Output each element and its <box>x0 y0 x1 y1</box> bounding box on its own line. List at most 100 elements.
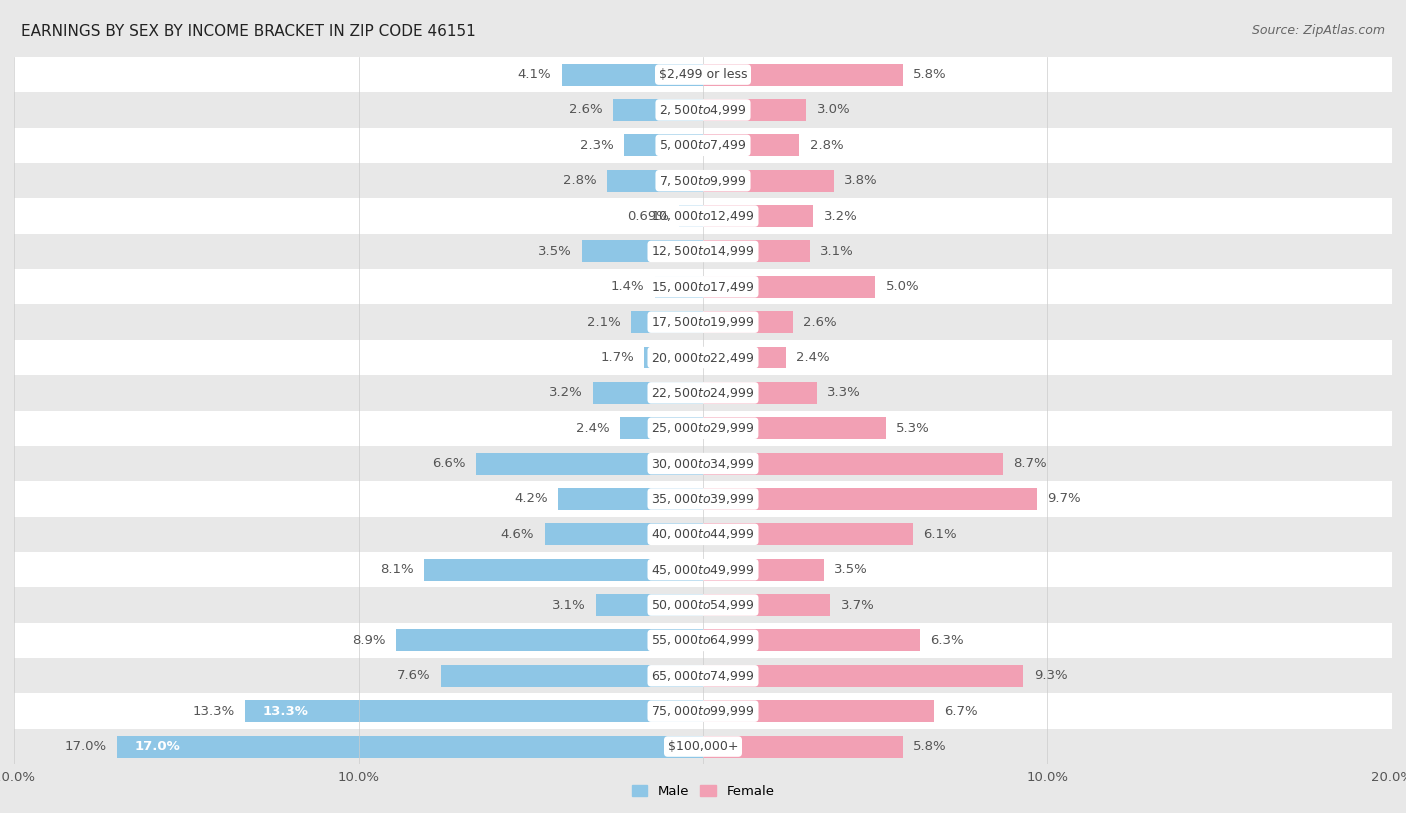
Bar <box>624 134 703 156</box>
Bar <box>0 517 1406 552</box>
Text: 13.3%: 13.3% <box>193 705 235 718</box>
Bar <box>613 99 703 121</box>
Bar <box>703 276 875 298</box>
Bar <box>703 453 1002 475</box>
Bar <box>703 559 824 580</box>
Text: 7.6%: 7.6% <box>398 669 430 682</box>
Bar <box>0 446 1406 481</box>
Text: Source: ZipAtlas.com: Source: ZipAtlas.com <box>1251 24 1385 37</box>
Bar <box>703 736 903 758</box>
Bar <box>593 382 703 404</box>
Text: 4.1%: 4.1% <box>517 68 551 81</box>
Bar <box>703 205 813 227</box>
Text: $30,000 to $34,999: $30,000 to $34,999 <box>651 457 755 471</box>
Bar <box>117 736 703 758</box>
Bar <box>606 170 703 192</box>
Bar <box>562 63 703 85</box>
Bar <box>0 163 1406 198</box>
Text: $17,500 to $19,999: $17,500 to $19,999 <box>651 315 755 329</box>
Text: $50,000 to $54,999: $50,000 to $54,999 <box>651 598 755 612</box>
Bar <box>0 57 1406 92</box>
Text: $2,499 or less: $2,499 or less <box>659 68 747 81</box>
Text: 3.8%: 3.8% <box>844 174 877 187</box>
Text: 17.0%: 17.0% <box>65 740 107 753</box>
Bar <box>0 659 1406 693</box>
Text: 6.3%: 6.3% <box>931 634 965 647</box>
Text: 3.7%: 3.7% <box>841 598 875 611</box>
Bar <box>703 382 817 404</box>
Text: 3.1%: 3.1% <box>820 245 853 258</box>
Text: $7,500 to $9,999: $7,500 to $9,999 <box>659 174 747 188</box>
Text: 0.69%: 0.69% <box>627 210 669 223</box>
Bar <box>703 99 807 121</box>
Text: 13.3%: 13.3% <box>262 705 308 718</box>
Text: 3.2%: 3.2% <box>824 210 858 223</box>
Text: 9.7%: 9.7% <box>1047 493 1081 506</box>
Text: 2.4%: 2.4% <box>576 422 610 435</box>
Text: 3.5%: 3.5% <box>834 563 868 576</box>
Text: $2,500 to $4,999: $2,500 to $4,999 <box>659 103 747 117</box>
Text: 3.0%: 3.0% <box>817 103 851 116</box>
Bar <box>644 346 703 368</box>
Bar <box>396 629 703 651</box>
Bar <box>703 241 810 263</box>
Bar <box>0 693 1406 729</box>
Bar <box>703 524 912 546</box>
Bar <box>655 276 703 298</box>
Bar <box>544 524 703 546</box>
Bar <box>582 241 703 263</box>
Text: $55,000 to $64,999: $55,000 to $64,999 <box>651 633 755 647</box>
Bar <box>0 481 1406 517</box>
Bar <box>631 311 703 333</box>
Bar <box>0 198 1406 233</box>
Bar <box>0 269 1406 304</box>
Bar <box>703 629 920 651</box>
Text: 1.7%: 1.7% <box>600 351 634 364</box>
Text: 2.6%: 2.6% <box>803 315 837 328</box>
Text: EARNINGS BY SEX BY INCOME BRACKET IN ZIP CODE 46151: EARNINGS BY SEX BY INCOME BRACKET IN ZIP… <box>21 24 475 39</box>
Bar <box>679 205 703 227</box>
Bar <box>558 488 703 510</box>
Text: $75,000 to $99,999: $75,000 to $99,999 <box>651 704 755 718</box>
Text: 8.7%: 8.7% <box>1012 457 1046 470</box>
Text: $15,000 to $17,499: $15,000 to $17,499 <box>651 280 755 293</box>
Bar <box>703 665 1024 687</box>
Bar <box>703 417 886 439</box>
Text: 4.6%: 4.6% <box>501 528 534 541</box>
Bar <box>441 665 703 687</box>
Text: 8.9%: 8.9% <box>353 634 387 647</box>
Text: 2.6%: 2.6% <box>569 103 603 116</box>
Text: 8.1%: 8.1% <box>380 563 413 576</box>
Bar <box>0 128 1406 163</box>
Text: 5.8%: 5.8% <box>912 68 946 81</box>
Text: 1.4%: 1.4% <box>610 280 644 293</box>
Bar <box>0 411 1406 446</box>
Text: $35,000 to $39,999: $35,000 to $39,999 <box>651 492 755 506</box>
Text: 3.2%: 3.2% <box>548 386 582 399</box>
Text: $20,000 to $22,499: $20,000 to $22,499 <box>651 350 755 364</box>
Text: $5,000 to $7,499: $5,000 to $7,499 <box>659 138 747 152</box>
Text: 5.0%: 5.0% <box>886 280 920 293</box>
Text: 6.7%: 6.7% <box>945 705 977 718</box>
Bar <box>245 700 703 722</box>
Bar <box>0 233 1406 269</box>
Text: 3.1%: 3.1% <box>553 598 586 611</box>
Bar <box>475 453 703 475</box>
Text: 2.8%: 2.8% <box>810 139 844 152</box>
Legend: Male, Female: Male, Female <box>626 780 780 803</box>
Text: 5.3%: 5.3% <box>896 422 929 435</box>
Text: $65,000 to $74,999: $65,000 to $74,999 <box>651 669 755 683</box>
Text: 2.4%: 2.4% <box>796 351 830 364</box>
Text: $40,000 to $44,999: $40,000 to $44,999 <box>651 528 755 541</box>
Text: 2.3%: 2.3% <box>579 139 613 152</box>
Bar <box>703 63 903 85</box>
Bar <box>703 346 786 368</box>
Text: $45,000 to $49,999: $45,000 to $49,999 <box>651 563 755 576</box>
Text: 5.8%: 5.8% <box>912 740 946 753</box>
Text: $100,000+: $100,000+ <box>668 740 738 753</box>
Bar <box>0 623 1406 658</box>
Bar <box>0 729 1406 764</box>
Bar <box>0 552 1406 587</box>
Text: 3.3%: 3.3% <box>827 386 860 399</box>
Bar <box>596 594 703 616</box>
